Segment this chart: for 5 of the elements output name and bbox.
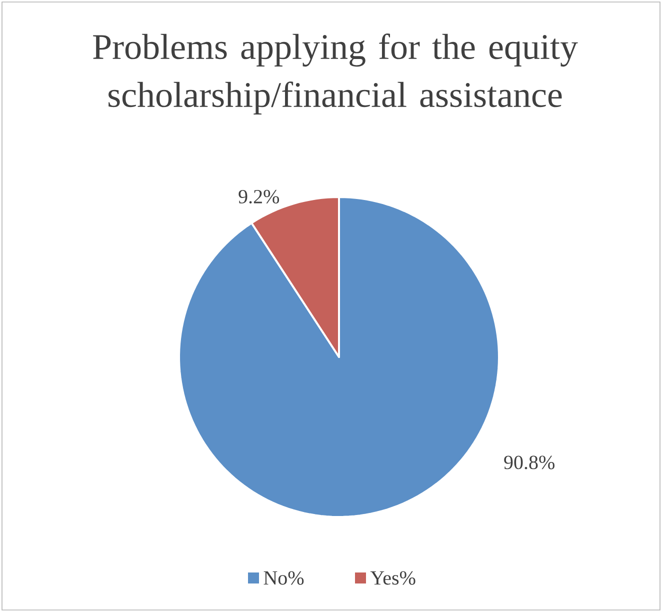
legend-label: No% bbox=[264, 571, 304, 585]
data-label: 90.8% bbox=[504, 456, 554, 470]
chart-title: Problems applying for the equity scholarship/financial assistance bbox=[93, 33, 578, 114]
legend-label: Yes% bbox=[370, 571, 416, 585]
data-label: 9.2% bbox=[238, 190, 280, 204]
